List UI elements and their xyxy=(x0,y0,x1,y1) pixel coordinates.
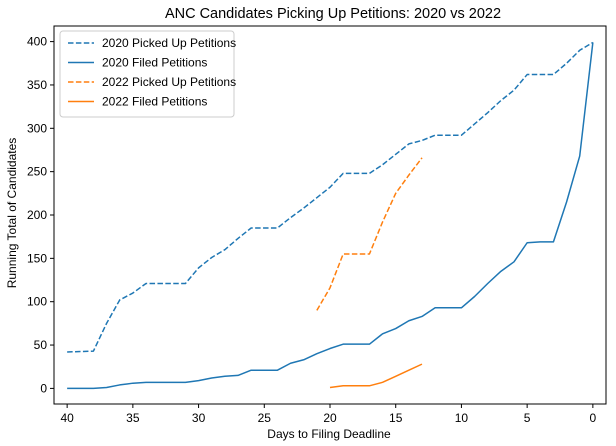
x-tick-label: 10 xyxy=(455,411,469,425)
legend-entry-2: 2020 Filed Petitions xyxy=(102,56,207,70)
x-tick-label: 0 xyxy=(590,411,597,425)
y-tick-label: 400 xyxy=(27,35,47,49)
x-tick-label: 30 xyxy=(192,411,206,425)
x-tick-label: 35 xyxy=(126,411,140,425)
series-line-3 xyxy=(316,157,423,311)
legend-entry-1: 2020 Picked Up Petitions xyxy=(102,36,236,50)
series-lines xyxy=(67,41,594,390)
x-tick-label: 15 xyxy=(389,411,403,425)
series-line-4 xyxy=(329,363,423,389)
legend: 2020 Picked Up Petitions 2020 Filed Petit… xyxy=(59,30,236,118)
chart-title: ANC Candidates Picking Up Petitions: 202… xyxy=(165,6,501,22)
x-tick-label: 5 xyxy=(524,411,531,425)
y-tick-label: 250 xyxy=(27,165,47,179)
y-tick-label: 350 xyxy=(27,78,47,92)
y-tick-label: 300 xyxy=(27,121,47,135)
y-tick-label: 150 xyxy=(27,251,47,265)
x-axis-label: Days to Filing Deadline xyxy=(267,427,391,441)
y-axis: 0 50 100 150 200 250 300 350 400 xyxy=(27,35,54,395)
legend-frame xyxy=(59,30,235,118)
x-tick-label: 40 xyxy=(60,411,74,425)
x-tick-label: 20 xyxy=(323,411,337,425)
legend-entry-4: 2022 Filed Petitions xyxy=(102,95,207,109)
y-tick-label: 0 xyxy=(40,381,47,395)
legend-entry-3: 2022 Picked Up Petitions xyxy=(102,75,236,89)
y-tick-label: 50 xyxy=(34,338,48,352)
y-tick-label: 100 xyxy=(27,295,47,309)
x-tick-label: 25 xyxy=(258,411,272,425)
series-line-1 xyxy=(67,41,594,353)
series-line-2 xyxy=(67,42,594,390)
y-axis-label: Running Total of Candidates xyxy=(5,138,19,289)
y-tick-label: 200 xyxy=(27,208,47,222)
x-axis: 40 35 30 25 20 15 10 5 0 xyxy=(60,404,597,425)
